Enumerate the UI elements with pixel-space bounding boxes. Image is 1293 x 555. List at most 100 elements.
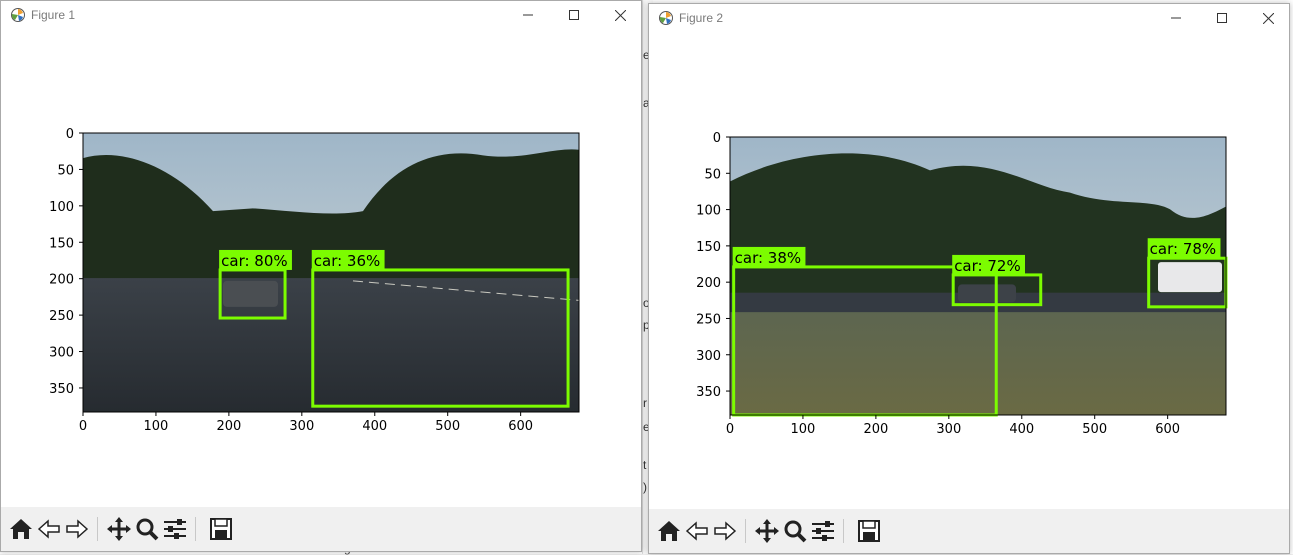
- image-scene: [83, 133, 580, 412]
- slider-knob: [177, 519, 182, 525]
- vehicle-shape: [1158, 262, 1222, 293]
- minimize-button[interactable]: [1153, 4, 1199, 32]
- back-shape: [685, 521, 708, 541]
- figure-2-window[interactable]: Figure 2 car: 38% car: 72% car: 78% 0 100 200…: [648, 3, 1290, 554]
- figure-plot[interactable]: car: 38% car: 72%car: 78%0 100 200 300 400 500…: [649, 32, 1289, 511]
- figure-1-titlebar[interactable]: Figure 1: [1, 1, 641, 29]
- back-shape: [37, 519, 60, 539]
- y-tick-label: 50: [57, 163, 74, 178]
- figure-canvas[interactable]: car: 80% car: 36% 0 100 200 300 400 500 600 0 50 10…: [1, 29, 641, 509]
- detection-label-bg: [732, 246, 806, 267]
- configure-subplots-icon: [164, 519, 186, 539]
- home-button[interactable]: [7, 515, 35, 543]
- home-icon: [658, 521, 680, 541]
- pan-move-icon: [755, 519, 779, 543]
- y-tick-label: 150: [696, 240, 721, 255]
- navigation-toolbar: [1, 507, 641, 551]
- zoom-handle: [796, 532, 807, 543]
- figure-2-titlebar[interactable]: Figure 2: [649, 4, 1289, 32]
- configure-subplots-button[interactable]: [809, 517, 837, 545]
- slider-knob: [816, 528, 821, 534]
- x-tick-label: 0: [79, 419, 87, 434]
- back-arrow-button[interactable]: [35, 515, 63, 543]
- detection-label-bg: [952, 254, 1025, 275]
- save-disk-button[interactable]: [207, 515, 235, 543]
- detection-label: car: 36%: [314, 252, 381, 270]
- slider-knob: [825, 521, 830, 527]
- vehicle-shape: [958, 284, 1016, 303]
- x-tick-label: 200: [216, 419, 241, 434]
- maximize-icon: [569, 10, 579, 20]
- x-tick-label: 500: [1082, 422, 1107, 437]
- image-scene: [730, 137, 1226, 415]
- pan-move-button[interactable]: [105, 515, 133, 543]
- toolbar-separator: [843, 519, 844, 543]
- figure-plot[interactable]: car: 80% car: 36% 0 100 200 300 400 500 600 0 50 10…: [1, 29, 641, 509]
- forward-shape: [714, 521, 737, 541]
- back-arrow-icon: [685, 521, 708, 541]
- x-tick-label: 500: [435, 419, 460, 434]
- figure-1-window[interactable]: Figure 1 car: 80% car: 36% 0 100 200 300 400 50…: [0, 0, 642, 552]
- y-tick-label: 350: [49, 382, 74, 397]
- detection-label: car: 38%: [735, 249, 802, 267]
- y-tick-label: 250: [49, 309, 74, 324]
- matplotlib-logo-icon: [659, 11, 673, 25]
- pan-shape: [107, 517, 131, 541]
- y-tick-label: 250: [696, 312, 721, 327]
- home-shape: [658, 521, 680, 541]
- pan-move-button[interactable]: [753, 517, 781, 545]
- figure-canvas[interactable]: car: 38% car: 72% car: 78% 0 100 200 300 400 500…: [649, 32, 1289, 511]
- save-disk-button[interactable]: [855, 517, 883, 545]
- y-tick-label: 0: [713, 131, 721, 146]
- forward-shape: [66, 519, 89, 539]
- x-tick-label: 100: [791, 422, 816, 437]
- zoom-magnifier-button[interactable]: [781, 517, 809, 545]
- disk-label: [862, 520, 876, 529]
- forward-arrow-button[interactable]: [711, 517, 739, 545]
- y-tick-label: 350: [696, 385, 721, 400]
- toolbar-separator: [195, 517, 196, 541]
- detection-label-bg: [1147, 238, 1221, 259]
- minimize-icon: [523, 14, 533, 16]
- lane-marking: [352, 280, 580, 301]
- forward-arrow-icon: [66, 519, 89, 539]
- x-tick-label: 100: [144, 419, 169, 434]
- navigation-toolbar: [649, 509, 1289, 553]
- home-button[interactable]: [655, 517, 683, 545]
- tree-line: [730, 153, 1226, 310]
- detection-label-bg: [311, 249, 385, 270]
- close-button[interactable]: [1245, 4, 1291, 32]
- zoom-handle: [148, 530, 159, 541]
- background-text: t: [643, 458, 647, 472]
- forward-arrow-button[interactable]: [63, 515, 91, 543]
- x-tick-label: 400: [1009, 422, 1034, 437]
- close-button[interactable]: [597, 1, 643, 29]
- disk-shutter: [215, 530, 227, 539]
- minimize-button[interactable]: [505, 1, 551, 29]
- save-disk-icon: [858, 520, 880, 542]
- background-text: p: [643, 318, 650, 332]
- road-surface: [83, 278, 579, 412]
- zoom-magnifier-button[interactable]: [133, 515, 161, 543]
- slider-knob: [174, 533, 179, 539]
- axes-frame: [82, 132, 580, 413]
- y-tick-label: 200: [696, 276, 721, 291]
- pan-move-icon: [107, 517, 131, 541]
- maximize-button[interactable]: [1199, 4, 1245, 32]
- maximize-button[interactable]: [551, 1, 597, 29]
- home-shape: [10, 519, 32, 539]
- x-tick-label: 600: [1155, 422, 1180, 437]
- save-disk-icon: [210, 518, 232, 540]
- x-tick-label: 400: [362, 419, 387, 434]
- detection-label: car: 78%: [1150, 240, 1217, 258]
- configure-subplots-button[interactable]: [161, 515, 189, 543]
- back-arrow-button[interactable]: [683, 517, 711, 545]
- minimize-icon: [1171, 17, 1181, 19]
- background-text: ): [643, 480, 647, 494]
- y-tick-label: 100: [696, 204, 721, 219]
- configure-subplots-icon: [812, 521, 834, 541]
- detection-label: car: 80%: [221, 252, 288, 270]
- grass-area: [730, 312, 1226, 415]
- zoom-magnifier-icon: [136, 518, 159, 541]
- x-tick-label: 200: [863, 422, 888, 437]
